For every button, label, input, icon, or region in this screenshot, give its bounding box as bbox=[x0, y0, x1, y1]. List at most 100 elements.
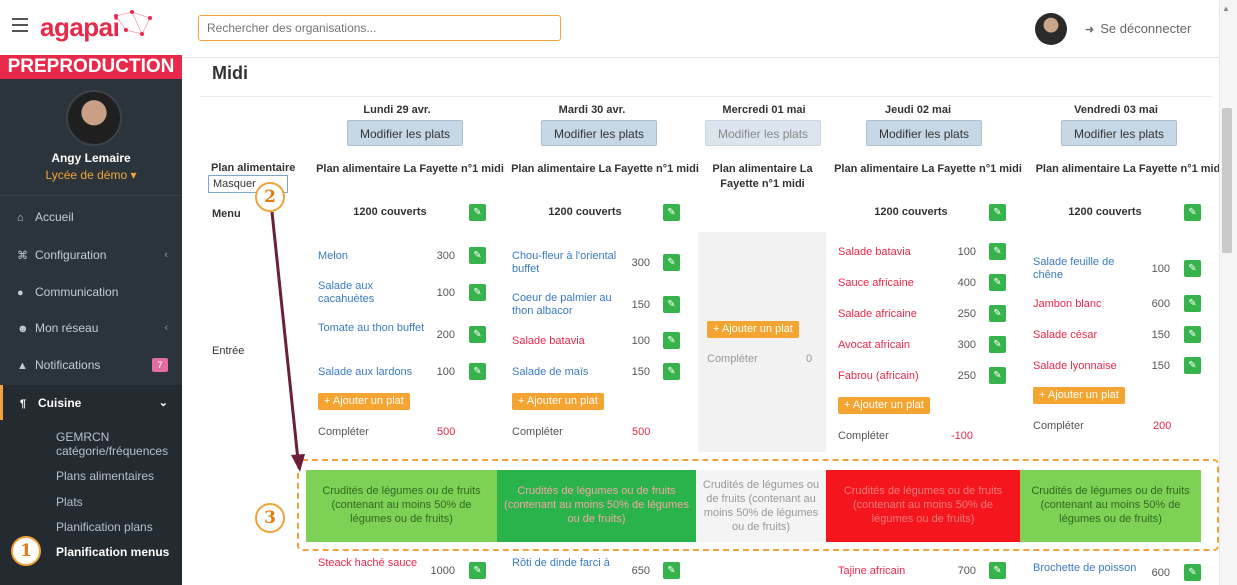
dish-name[interactable]: Fabrou (africain) bbox=[838, 370, 919, 382]
pencil-icon[interactable]: ✎ bbox=[989, 336, 1006, 353]
app-logo[interactable]: agapai bbox=[40, 12, 120, 42]
logout-button[interactable]: ➜ Se déconnecter bbox=[1085, 21, 1191, 36]
sidebar-item-accueil[interactable]: ⌂ Accueil bbox=[0, 199, 182, 235]
title-divider bbox=[200, 96, 1212, 97]
modify-dishes-button-mardi[interactable]: Modifier les plats bbox=[541, 120, 658, 146]
dish-name[interactable]: Avocat africain bbox=[838, 339, 910, 351]
sidebar-item-label: Cuisine bbox=[38, 396, 82, 410]
user-avatar[interactable] bbox=[1035, 13, 1067, 45]
pencil-icon[interactable]: ✎ bbox=[989, 305, 1006, 322]
modify-dishes-button-vendredi[interactable]: Modifier les plats bbox=[1061, 120, 1178, 146]
dish-name[interactable]: Tajine africain bbox=[838, 565, 906, 577]
gemrcn-box-mardi: Crudités de légumes ou de fruits (conten… bbox=[497, 470, 696, 542]
pencil-icon[interactable]: ✎ bbox=[469, 247, 486, 264]
add-dish-button[interactable]: + Ajouter un plat bbox=[707, 321, 799, 338]
pencil-icon[interactable]: ✎ bbox=[1184, 295, 1201, 312]
dish-name[interactable]: Sauce africaine bbox=[838, 277, 914, 289]
pencil-icon[interactable]: ✎ bbox=[663, 332, 680, 349]
pencil-icon[interactable]: ✎ bbox=[989, 243, 1006, 260]
dish-name[interactable]: Chou-fleur à l'oriental buffet bbox=[512, 250, 617, 275]
pencil-icon[interactable]: ✎ bbox=[663, 204, 680, 221]
pencil-icon[interactable]: ✎ bbox=[663, 254, 680, 271]
add-dish-button[interactable]: + Ajouter un plat bbox=[318, 393, 410, 410]
search-input[interactable] bbox=[198, 15, 561, 41]
logout-label: Se déconnecter bbox=[1100, 21, 1192, 36]
pencil-icon[interactable]: ✎ bbox=[469, 204, 486, 221]
pencil-icon[interactable]: ✎ bbox=[469, 326, 486, 343]
dish-name[interactable]: Salade batavia bbox=[512, 335, 585, 347]
dish-name[interactable]: Salade de maïs bbox=[512, 366, 589, 378]
dish-name[interactable]: Jambon blanc bbox=[1033, 298, 1102, 310]
sidebar-user-name: Angy Lemaire bbox=[51, 151, 131, 165]
dish-name[interactable]: Salade aux lardons bbox=[318, 366, 413, 378]
dish-name[interactable]: Salade africaine bbox=[838, 308, 917, 320]
submenu-planification-menus[interactable]: Planification menus bbox=[56, 545, 170, 559]
pencil-icon[interactable]: ✎ bbox=[1184, 260, 1201, 277]
chevron-left-icon: ‹ bbox=[164, 249, 168, 261]
add-dish-button[interactable]: + Ajouter un plat bbox=[838, 397, 930, 414]
sidebar-item-configuration[interactable]: ⌘ Configuration ‹ bbox=[0, 237, 182, 273]
dish-quantity: 650 bbox=[631, 565, 650, 577]
school-dropdown[interactable]: Lycée de démo ▾ bbox=[45, 168, 137, 182]
submenu-plans-alimentaires[interactable]: Plans alimentaires bbox=[56, 469, 155, 483]
pencil-icon[interactable]: ✎ bbox=[989, 204, 1006, 221]
pencil-icon[interactable]: ✎ bbox=[663, 562, 680, 579]
dish-quantity: 150 bbox=[1151, 360, 1170, 372]
menu-toggle-icon[interactable] bbox=[12, 18, 28, 32]
dish-name[interactable]: Rôti de dinde farci à bbox=[512, 557, 610, 569]
sidebar-item-communication[interactable]: ● Communication bbox=[0, 274, 182, 310]
dish-name[interactable]: Coeur de palmier au thon albacor bbox=[512, 292, 612, 317]
day-header-mardi: Mardi 30 avr. bbox=[558, 104, 626, 116]
dish-name[interactable]: Tomate au thon buffet bbox=[318, 322, 425, 334]
add-dish-button[interactable]: + Ajouter un plat bbox=[1033, 387, 1125, 404]
completer-label: Compléter bbox=[838, 430, 889, 442]
add-dish-button[interactable]: + Ajouter un plat bbox=[512, 393, 604, 410]
bell-icon: ▲ bbox=[17, 360, 28, 372]
plan-name-vendredi: Plan alimentaire La Fayette n°1 midi bbox=[1035, 163, 1224, 175]
annotation-marker: 2 bbox=[255, 182, 285, 212]
modify-dishes-button-lundi[interactable]: Modifier les plats bbox=[347, 120, 464, 146]
plan-name-mercredi: Plan alimentaire La Fayette n°1 midi bbox=[712, 163, 813, 190]
sidebar-item-cuisine[interactable]: ¶ Cuisine ⌄ bbox=[0, 385, 182, 421]
dish-name[interactable]: Steack haché sauce bbox=[318, 557, 418, 569]
pencil-icon[interactable]: ✎ bbox=[469, 562, 486, 579]
home-icon: ⌂ bbox=[17, 212, 24, 224]
gemrcn-box-vendredi: Crudités de légumes ou de fruits (conten… bbox=[1020, 470, 1201, 542]
dish-quantity: 150 bbox=[631, 366, 650, 378]
environment-banner: PREPRODUCTION bbox=[0, 55, 182, 79]
chevron-down-icon: ⌄ bbox=[158, 397, 168, 409]
dish-name[interactable]: Melon bbox=[318, 250, 348, 262]
couverts-jeudi: 1200 couverts bbox=[874, 206, 948, 218]
pencil-icon[interactable]: ✎ bbox=[1184, 357, 1201, 374]
dish-name[interactable]: Salade lyonnaise bbox=[1033, 360, 1117, 372]
submenu-plats[interactable]: Plats bbox=[56, 495, 83, 509]
pencil-icon[interactable]: ✎ bbox=[1184, 204, 1201, 221]
dish-quantity: 100 bbox=[1151, 263, 1170, 275]
pencil-icon[interactable]: ✎ bbox=[989, 274, 1006, 291]
sidebar-item-notifications[interactable]: ▲ Notifications 7 bbox=[0, 347, 182, 383]
pencil-icon[interactable]: ✎ bbox=[1184, 326, 1201, 343]
submenu-planification-plans[interactable]: Planification plans bbox=[56, 520, 153, 534]
pencil-icon[interactable]: ✎ bbox=[1184, 564, 1201, 581]
dish-name[interactable]: Brochette de poisson bbox=[1033, 562, 1137, 574]
pencil-icon[interactable]: ✎ bbox=[663, 296, 680, 313]
dish-name[interactable]: Salade batavia bbox=[838, 246, 911, 258]
scrollbar-track[interactable] bbox=[1219, 0, 1237, 585]
modify-dishes-button-mercredi[interactable]: Modifier les plats bbox=[705, 120, 822, 146]
dish-name[interactable]: Salade césar bbox=[1033, 329, 1098, 341]
submenu-gemrcn[interactable]: GEMRCN catégorie/fréquences bbox=[56, 430, 169, 458]
pencil-icon[interactable]: ✎ bbox=[663, 363, 680, 380]
pencil-icon[interactable]: ✎ bbox=[989, 367, 1006, 384]
dish-name[interactable]: Salade aux cacahuètes bbox=[318, 280, 375, 305]
dish-name[interactable]: Salade feuille de chêne bbox=[1033, 256, 1115, 281]
pencil-icon[interactable]: ✎ bbox=[469, 363, 486, 380]
scrollbar-thumb[interactable] bbox=[1222, 108, 1232, 253]
dish-quantity: 200 bbox=[436, 329, 455, 341]
modify-dishes-button-jeudi[interactable]: Modifier les plats bbox=[866, 120, 983, 146]
pencil-icon[interactable]: ✎ bbox=[469, 284, 486, 301]
sidebar-item-mon-reseau[interactable]: ☻ Mon réseau ‹ bbox=[0, 310, 182, 346]
pencil-icon[interactable]: ✎ bbox=[989, 562, 1006, 579]
gemrcn-box-lundi: Crudités de légumes ou de fruits (conten… bbox=[306, 470, 497, 542]
completer-value: -100 bbox=[951, 430, 974, 442]
scroll-up-icon[interactable]: ▲ bbox=[1222, 4, 1230, 13]
